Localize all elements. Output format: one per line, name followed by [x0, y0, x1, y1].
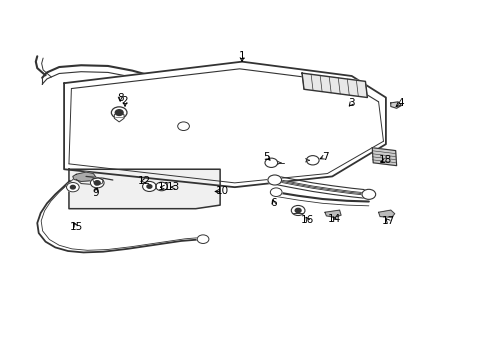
Text: 11: 11	[157, 182, 170, 192]
Text: 16: 16	[301, 215, 314, 225]
Text: 2: 2	[122, 96, 128, 106]
Circle shape	[361, 189, 375, 199]
Text: 4: 4	[396, 98, 403, 108]
Circle shape	[264, 158, 277, 167]
Circle shape	[177, 122, 189, 131]
Circle shape	[306, 156, 319, 165]
Polygon shape	[73, 172, 96, 181]
Text: 18: 18	[379, 155, 392, 165]
Circle shape	[66, 183, 79, 192]
Circle shape	[197, 235, 208, 243]
Circle shape	[156, 182, 167, 191]
Text: 17: 17	[381, 216, 394, 226]
Polygon shape	[64, 62, 385, 187]
Polygon shape	[378, 210, 394, 217]
Polygon shape	[371, 148, 396, 166]
Circle shape	[70, 185, 75, 189]
Circle shape	[147, 185, 152, 188]
Circle shape	[291, 206, 305, 216]
Text: 7: 7	[321, 152, 327, 162]
Circle shape	[111, 107, 127, 118]
Circle shape	[267, 175, 281, 185]
Text: 6: 6	[270, 198, 277, 208]
Text: 14: 14	[327, 215, 341, 224]
Circle shape	[90, 178, 104, 188]
Text: 13: 13	[167, 182, 180, 192]
Polygon shape	[390, 102, 401, 108]
Text: 12: 12	[138, 176, 151, 186]
Text: 5: 5	[263, 152, 269, 162]
Text: 8: 8	[117, 93, 123, 103]
Polygon shape	[114, 111, 124, 122]
Text: 10: 10	[216, 186, 229, 197]
Circle shape	[270, 188, 282, 197]
Polygon shape	[69, 169, 220, 209]
Circle shape	[295, 208, 301, 213]
Circle shape	[94, 181, 100, 185]
Circle shape	[142, 181, 156, 192]
Polygon shape	[325, 210, 340, 217]
Text: 15: 15	[69, 222, 83, 232]
Circle shape	[115, 110, 123, 116]
Text: 3: 3	[348, 98, 354, 108]
Text: 1: 1	[238, 51, 245, 61]
Text: 9: 9	[92, 188, 99, 198]
Polygon shape	[302, 73, 366, 98]
